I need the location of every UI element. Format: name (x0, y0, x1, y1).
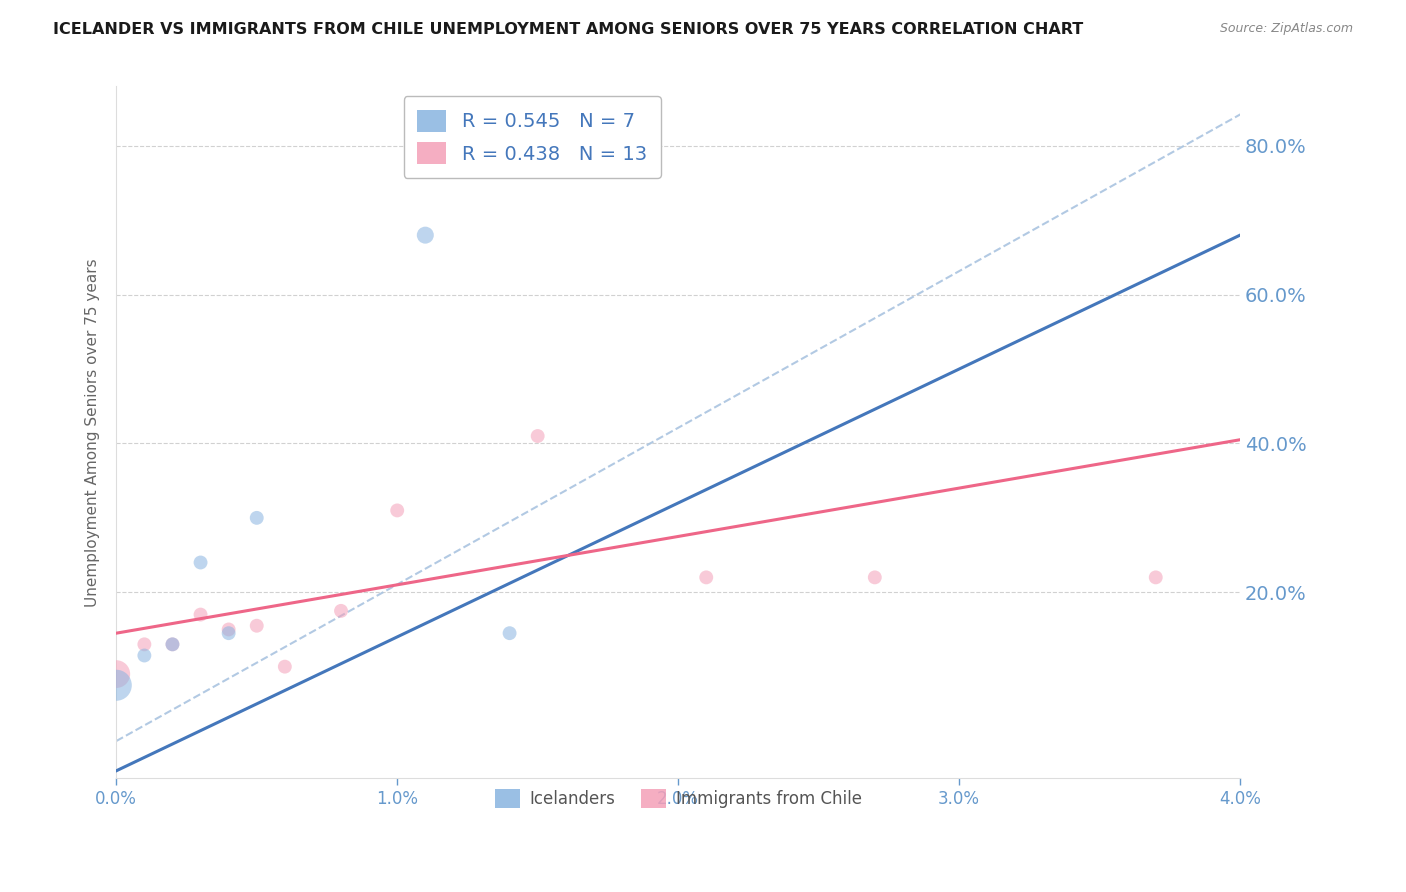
Point (218, 626, 240, 640)
Point (330, 604, 353, 618)
Point (134, 637, 156, 651)
Point (190, 556, 212, 570)
Point (413, 228, 436, 243)
Point (246, 511, 269, 525)
Legend: Icelanders, Immigrants from Chile: Icelanders, Immigrants from Chile (488, 782, 869, 815)
Point (190, 607, 212, 622)
Point (695, 570, 717, 584)
Text: Source: ZipAtlas.com: Source: ZipAtlas.com (1219, 22, 1353, 36)
Text: ICELANDER VS IMMIGRANTS FROM CHILE UNEMPLOYMENT AMONG SENIORS OVER 75 YEARS CORR: ICELANDER VS IMMIGRANTS FROM CHILE UNEMP… (53, 22, 1084, 37)
Y-axis label: Unemployment Among Seniors over 75 years: Unemployment Among Seniors over 75 years (86, 258, 100, 607)
Point (134, 648, 156, 663)
Point (162, 637, 184, 651)
Point (1144, 570, 1167, 584)
Point (246, 618, 269, 632)
Point (162, 637, 184, 651)
Point (498, 626, 520, 640)
Point (526, 429, 548, 443)
Point (105, 678, 128, 692)
Point (218, 623, 240, 637)
Point (863, 570, 886, 584)
Point (274, 659, 297, 673)
Point (387, 503, 409, 517)
Point (105, 667, 128, 681)
